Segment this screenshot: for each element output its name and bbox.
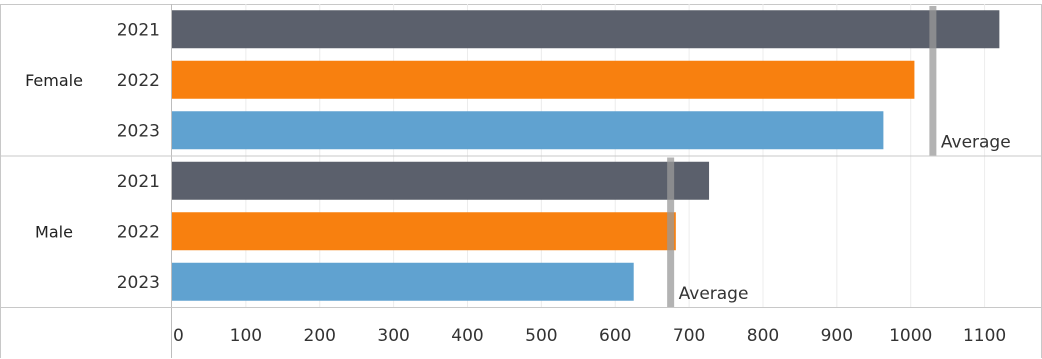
- category-label-female-2021: 2021: [117, 20, 160, 40]
- category-label-female-2022: 2022: [117, 71, 160, 91]
- x-tick-label-800: 800: [747, 326, 779, 346]
- average-label-female: Average: [941, 133, 1011, 153]
- x-tick-label-0: 0: [173, 326, 184, 346]
- x-tick-label-700: 700: [673, 326, 705, 346]
- average-label-male: Average: [679, 284, 749, 304]
- x-tick-label-100: 100: [230, 326, 262, 346]
- x-tick-label-500: 500: [525, 326, 557, 346]
- category-label-female-2023: 2023: [117, 121, 160, 141]
- bar-male-2023: [172, 262, 634, 301]
- x-tick-label-600: 600: [599, 326, 631, 346]
- bar-female-2022: [172, 60, 915, 99]
- x-tick-label-900: 900: [821, 326, 853, 346]
- x-tick-label-300: 300: [377, 326, 409, 346]
- bar-female-2021: [172, 10, 1000, 49]
- bar-male-2021: [172, 161, 710, 200]
- x-tick-label-1100: 1100: [963, 326, 1006, 346]
- category-label-male-2023: 2023: [117, 273, 160, 293]
- bar-male-2022: [172, 212, 676, 251]
- x-tick-label-200: 200: [304, 326, 336, 346]
- group-label-female: Female: [25, 71, 83, 90]
- category-label-male-2021: 2021: [117, 172, 160, 192]
- x-tick-label-1000: 1000: [889, 326, 932, 346]
- category-label-male-2022: 2022: [117, 222, 160, 242]
- x-tick-label-400: 400: [451, 326, 483, 346]
- bar-female-2023: [172, 111, 884, 150]
- average-line-female: [929, 6, 937, 156]
- group-label-male: Male: [35, 222, 73, 241]
- average-line-male: [667, 157, 675, 307]
